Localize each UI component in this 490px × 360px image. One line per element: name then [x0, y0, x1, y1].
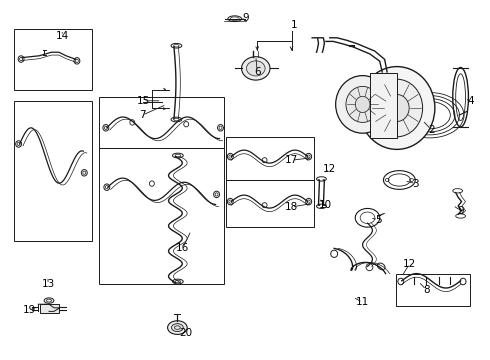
- Text: 16: 16: [176, 243, 190, 253]
- Bar: [396, 274, 470, 306]
- Text: 9: 9: [243, 13, 249, 23]
- Ellipse shape: [172, 324, 183, 332]
- Text: 2: 2: [428, 125, 435, 135]
- Text: 11: 11: [356, 297, 369, 307]
- Ellipse shape: [371, 79, 423, 137]
- Bar: [14, 29, 92, 90]
- Text: 8: 8: [423, 285, 430, 295]
- Text: 6: 6: [254, 67, 261, 77]
- Text: 20: 20: [180, 328, 193, 338]
- Text: 10: 10: [319, 200, 332, 210]
- Ellipse shape: [246, 61, 265, 76]
- Ellipse shape: [242, 57, 270, 80]
- Text: 12: 12: [403, 258, 416, 269]
- Bar: [99, 148, 224, 284]
- Text: 12: 12: [322, 164, 336, 174]
- Ellipse shape: [359, 67, 435, 149]
- Ellipse shape: [44, 298, 54, 303]
- Text: 13: 13: [41, 279, 55, 289]
- Text: 17: 17: [285, 155, 298, 165]
- Text: 1: 1: [291, 20, 297, 30]
- Text: 9: 9: [457, 206, 464, 216]
- Text: 3: 3: [412, 179, 419, 189]
- Bar: [226, 137, 314, 180]
- Ellipse shape: [355, 96, 370, 112]
- Text: 5: 5: [375, 215, 382, 225]
- Ellipse shape: [336, 76, 390, 133]
- Bar: [14, 101, 92, 241]
- Text: 18: 18: [285, 202, 298, 212]
- Text: 7: 7: [139, 110, 146, 120]
- Bar: [99, 97, 224, 148]
- Bar: [226, 180, 314, 227]
- FancyBboxPatch shape: [370, 73, 397, 138]
- Ellipse shape: [346, 86, 379, 122]
- Text: 4: 4: [467, 96, 474, 106]
- Ellipse shape: [168, 321, 187, 334]
- Text: 14: 14: [55, 31, 69, 41]
- Text: 15: 15: [136, 96, 150, 106]
- Text: 19: 19: [23, 305, 36, 315]
- Bar: [40, 304, 59, 313]
- Ellipse shape: [385, 94, 409, 122]
